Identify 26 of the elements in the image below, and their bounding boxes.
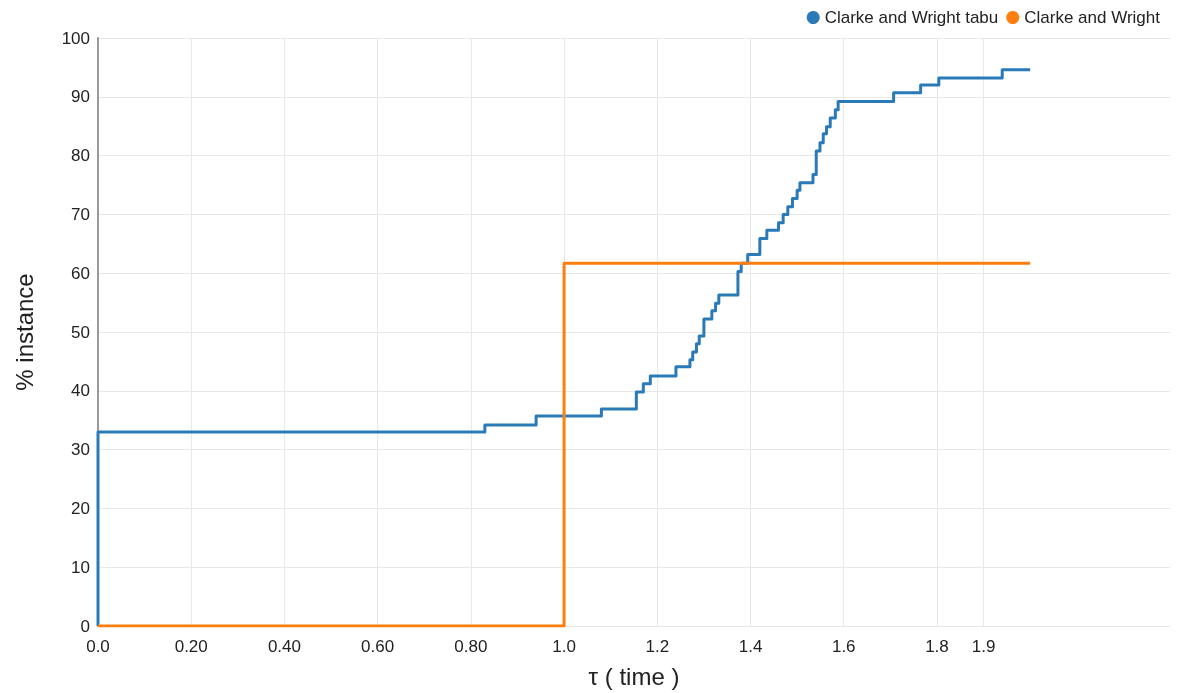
x-axis-title: τ ( time ): [588, 662, 680, 690]
y-tick-label: 80: [71, 146, 90, 166]
y-tick-label: 70: [71, 204, 90, 224]
y-axis-title: % instance: [10, 273, 38, 391]
x-tick-label: 0.80: [454, 637, 488, 656]
x-tick-label: 0.20: [174, 637, 208, 656]
x-tick-label: 0.40: [267, 637, 301, 656]
y-tick-label: 40: [71, 381, 90, 401]
x-tick-label: 1.6: [831, 637, 856, 656]
x-tick-label: 1.2: [645, 637, 670, 656]
x-tick-label: 1.9: [971, 637, 996, 656]
x-tick-label: 0.0: [86, 637, 110, 656]
legend-label: Clarke and Wright tabu: [824, 8, 999, 27]
y-tick-label: 90: [71, 87, 90, 107]
legend-label: Clarke and Wright: [1024, 8, 1161, 27]
x-tick-label: 1.0: [552, 637, 576, 656]
y-tick-label: 60: [71, 263, 90, 283]
x-tick-label: 1.4: [738, 637, 763, 656]
y-tick-label: 50: [71, 322, 90, 342]
x-tick-label: 0.60: [361, 637, 395, 656]
y-tick-label: 10: [71, 557, 90, 577]
y-tick-label: 30: [71, 440, 90, 460]
x-tick-label: 1.8: [925, 637, 949, 656]
y-tick-label: 100: [61, 28, 90, 48]
y-tick-label: 20: [71, 498, 90, 518]
y-tick-label: 0: [80, 616, 90, 636]
